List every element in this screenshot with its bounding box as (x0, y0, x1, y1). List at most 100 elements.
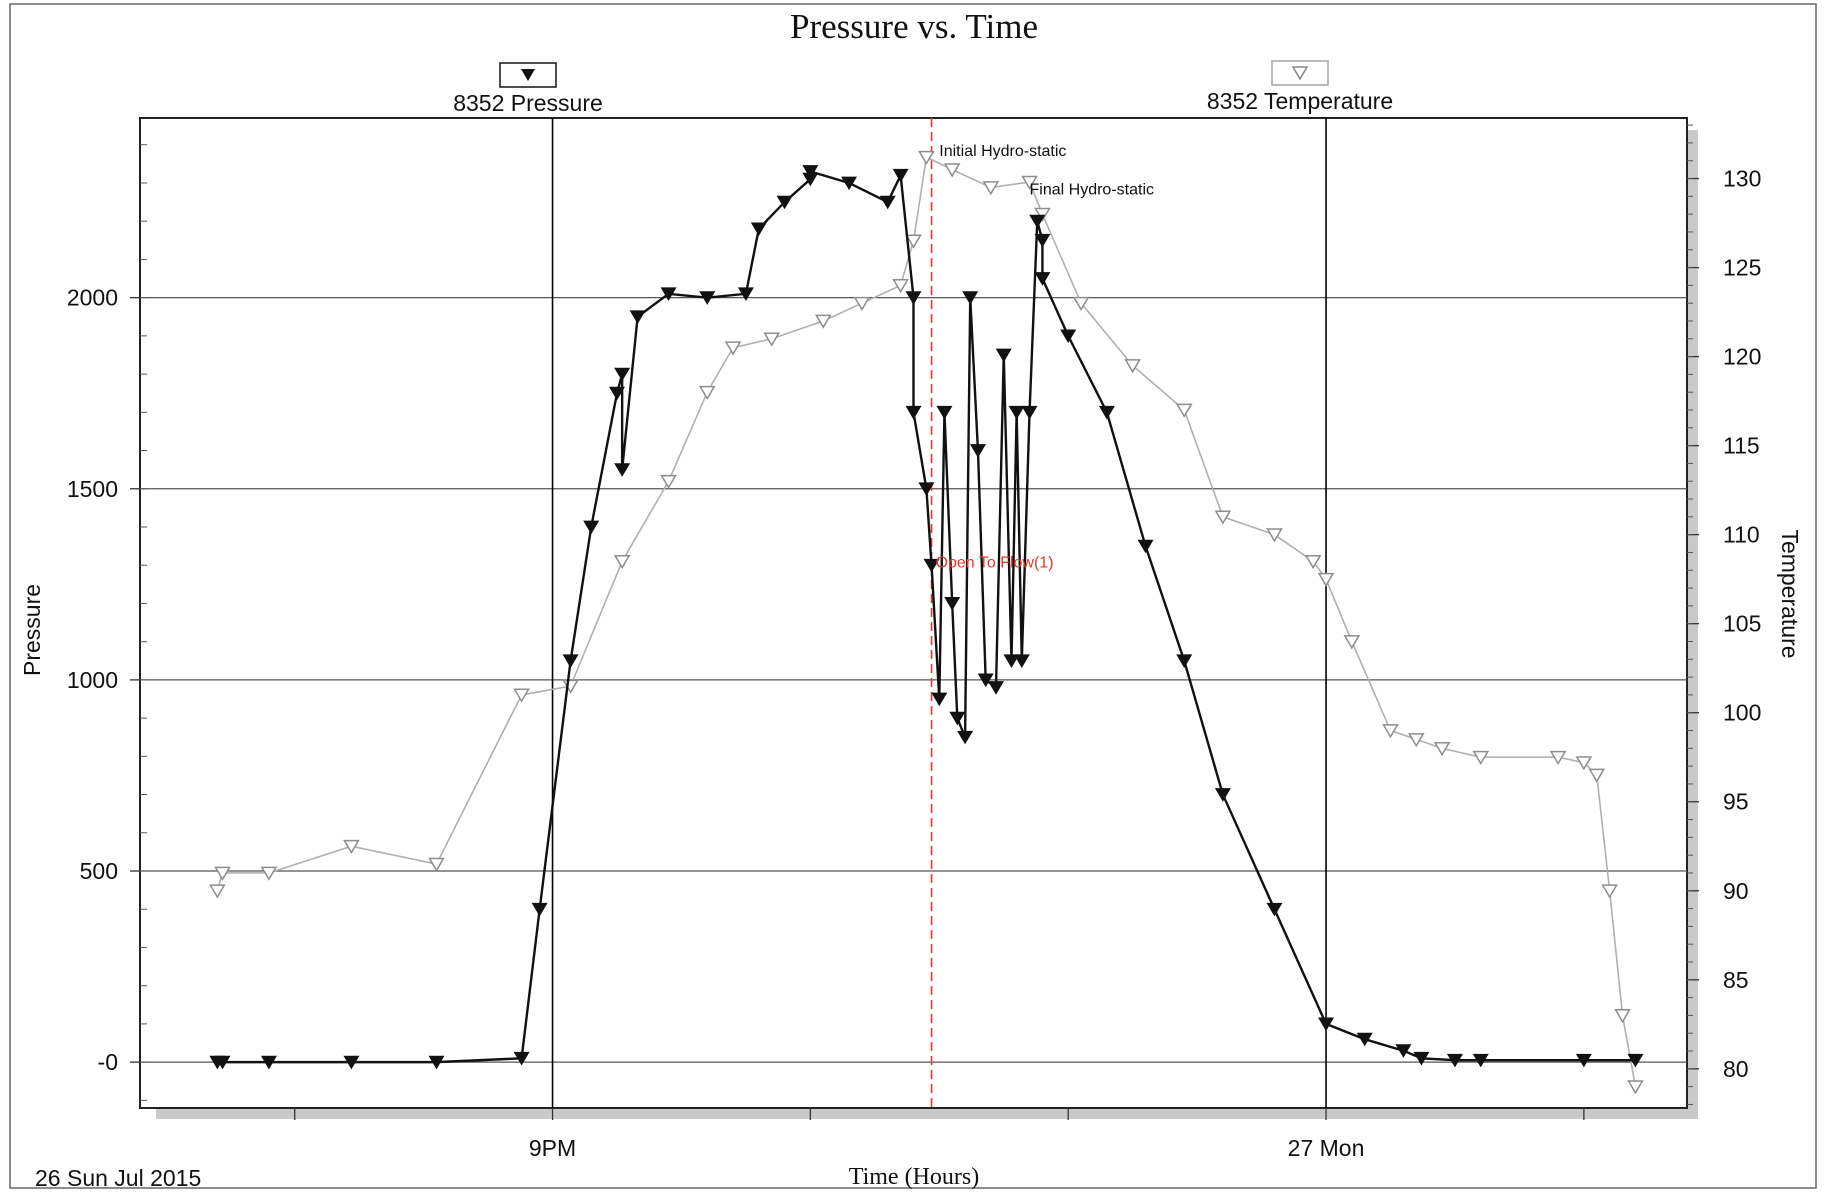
pressure-marker (1060, 329, 1077, 344)
legend-pressure-label: 8352 Pressure (453, 90, 603, 116)
y2-tick-label: 100 (1723, 700, 1761, 726)
right-axis-ticks: 80 85 90 95 100 105 110 115 120 125 130 (1687, 124, 1761, 1105)
pressure-marker (1627, 1053, 1644, 1068)
temperature-marker (1549, 750, 1567, 766)
pressure-marker (944, 597, 961, 611)
y-axis-title: Pressure (19, 584, 45, 676)
pressure-marker (343, 1055, 360, 1070)
legend-pressure[interactable]: 8352 Pressure (453, 62, 603, 116)
pressure-series-line (217, 169, 1636, 1064)
pressure-marker (1446, 1053, 1463, 1068)
temperature-marker (853, 296, 871, 311)
y2-axis-title: Temperature (1777, 529, 1803, 658)
temperature-marker (660, 474, 677, 490)
pressure-marker (562, 654, 579, 668)
pressure-marker (1214, 788, 1231, 802)
pressure-marker (1034, 272, 1051, 286)
pressure-marker (977, 673, 994, 688)
temperature-marker (763, 332, 781, 347)
pressure-marker (923, 558, 940, 573)
pressure-marker (1266, 902, 1283, 917)
pressure-marker (583, 520, 600, 535)
chart-title: Pressure vs. Time (790, 7, 1038, 46)
temperature-marker (1072, 296, 1090, 311)
pressure-marker (918, 482, 935, 496)
y2-tick-label: 130 (1723, 166, 1761, 192)
pressure-marker (802, 165, 819, 179)
temperature-marker (1214, 510, 1232, 525)
pressure-marker (629, 310, 646, 324)
temperature-marker (1304, 555, 1322, 570)
temperature-marker (814, 314, 832, 329)
pressure-marker (1472, 1053, 1489, 1068)
pressure-marker (531, 902, 548, 917)
temperature-marker (724, 341, 742, 356)
vertical-grid-lines (551, 118, 1327, 1108)
temperature-marker (1317, 572, 1335, 587)
pressure-marker (660, 287, 677, 302)
pressure-marker (1318, 1017, 1335, 1032)
pressure-marker (802, 172, 819, 187)
y2-tick-label: 90 (1723, 878, 1749, 904)
temperature-marker (1266, 528, 1283, 543)
temperature-marker (1021, 175, 1038, 190)
y-tick-label: 500 (80, 858, 118, 884)
legend-temperature-swatch-box (1271, 60, 1329, 86)
pressure-series-markers (209, 165, 1644, 1070)
pressure-marker (1413, 1051, 1430, 1066)
temperature-marker (905, 234, 922, 249)
pressure-marker (737, 287, 754, 302)
pressure-marker (1098, 405, 1115, 420)
temperature-marker (892, 279, 909, 294)
temperature-marker (1343, 635, 1361, 650)
y-tick-label: 2000 (67, 285, 118, 311)
y-tick-label: 1500 (67, 476, 118, 502)
temperature-marker (428, 857, 445, 872)
annotation-label: Initial Hydro-static (939, 143, 1066, 160)
pressure-marker (776, 195, 793, 210)
pressure-marker (513, 1051, 530, 1066)
pressure-marker (1176, 654, 1193, 668)
temperature-marker (698, 385, 716, 400)
pressure-marker (260, 1055, 277, 1070)
grid-lines (140, 297, 1687, 1063)
filled-triangle-down-icon (521, 69, 535, 81)
pressure-marker (214, 1055, 231, 1070)
plot-area (139, 117, 1688, 1109)
pressure-marker (905, 405, 922, 420)
pressure-marker (1395, 1044, 1412, 1058)
pressure-marker (892, 168, 909, 183)
y2-tick-label: 105 (1723, 611, 1761, 637)
y-tick-label: 1000 (67, 667, 118, 693)
temperature-marker (1382, 724, 1399, 739)
pressure-marker (608, 386, 625, 401)
temperature-marker (214, 866, 231, 881)
annotations: Initial Hydro-static Final Hydro-static (939, 143, 1154, 198)
temperature-marker (1601, 884, 1618, 899)
temperature-marker (1614, 1009, 1631, 1024)
hollow-triangle-down-icon (1291, 66, 1309, 81)
pressure-marker (905, 291, 922, 305)
temperature-marker (1034, 207, 1051, 222)
temperature-marker (1575, 756, 1593, 771)
open-to-flow-label: Open To Flow(1) (936, 554, 1054, 571)
pressure-marker (1034, 233, 1051, 248)
pressure-marker (1575, 1053, 1592, 1068)
legend-temperature[interactable]: 8352 Temperature (1207, 60, 1393, 114)
temperature-marker (1472, 750, 1490, 766)
plot-shadow (156, 1108, 1687, 1119)
temperature-marker (1433, 741, 1451, 757)
plot-shadow-right (1687, 130, 1698, 1119)
pressure-marker (1137, 539, 1154, 554)
x-tick-label: 9PM (529, 1135, 576, 1161)
left-axis-ticks: -0 500 1000 1500 2000 (67, 144, 147, 1101)
annotation-label: Final Hydro-static (1030, 181, 1154, 198)
temperature-marker (209, 884, 226, 899)
date-label: 26 Sun Jul 2015 (35, 1165, 201, 1191)
y2-tick-label: 125 (1723, 255, 1761, 281)
pressure-marker (841, 176, 858, 191)
temperature-marker (613, 555, 631, 570)
chart-frame (9, 3, 1817, 1189)
temperature-marker (343, 839, 360, 855)
